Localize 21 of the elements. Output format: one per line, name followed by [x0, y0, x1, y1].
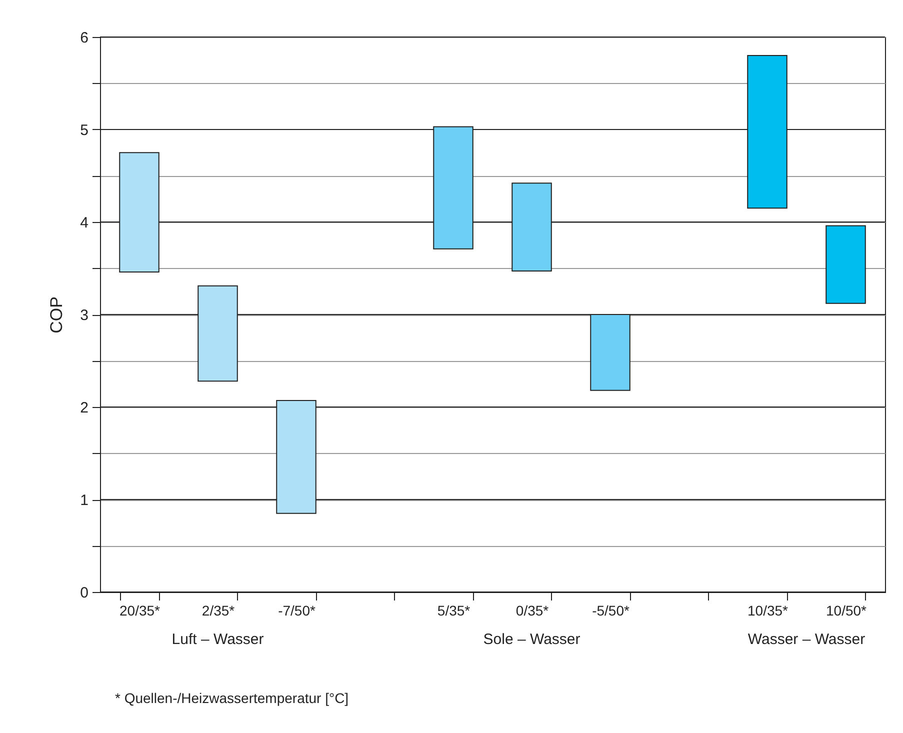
- x-tick-label: -7/50*: [278, 602, 316, 618]
- x-tick-label: 2/35*: [202, 602, 236, 618]
- x-tick-label: 5/35*: [437, 602, 471, 618]
- text: Luft – Wasser: [172, 631, 264, 648]
- text: * Quellen-/Heizwassertemperatur [°C]: [115, 690, 349, 706]
- x-tick-label: 10/35*: [748, 602, 789, 618]
- y-tick-label: 0: [80, 584, 88, 602]
- y-tick-label: 5: [80, 122, 88, 139]
- y-tick-label: 1: [80, 492, 88, 509]
- x-tick-label: -5/50*: [592, 602, 630, 618]
- bar: [826, 225, 866, 304]
- y-tick-label: 3: [80, 307, 88, 324]
- y-tick-label: 2: [80, 400, 88, 416]
- y-axis-title: COP: [47, 296, 66, 334]
- y-tick-label: 4: [80, 214, 88, 232]
- x-tick-label: 10/50*: [826, 602, 868, 618]
- x-tick-label: 0/35*: [516, 602, 550, 618]
- text: Sole – Wasser: [483, 631, 580, 648]
- text: Wasser – Wasser: [748, 631, 866, 648]
- y-tick-label: 6: [80, 30, 88, 46]
- x-tick-label: 20/35*: [120, 602, 161, 618]
